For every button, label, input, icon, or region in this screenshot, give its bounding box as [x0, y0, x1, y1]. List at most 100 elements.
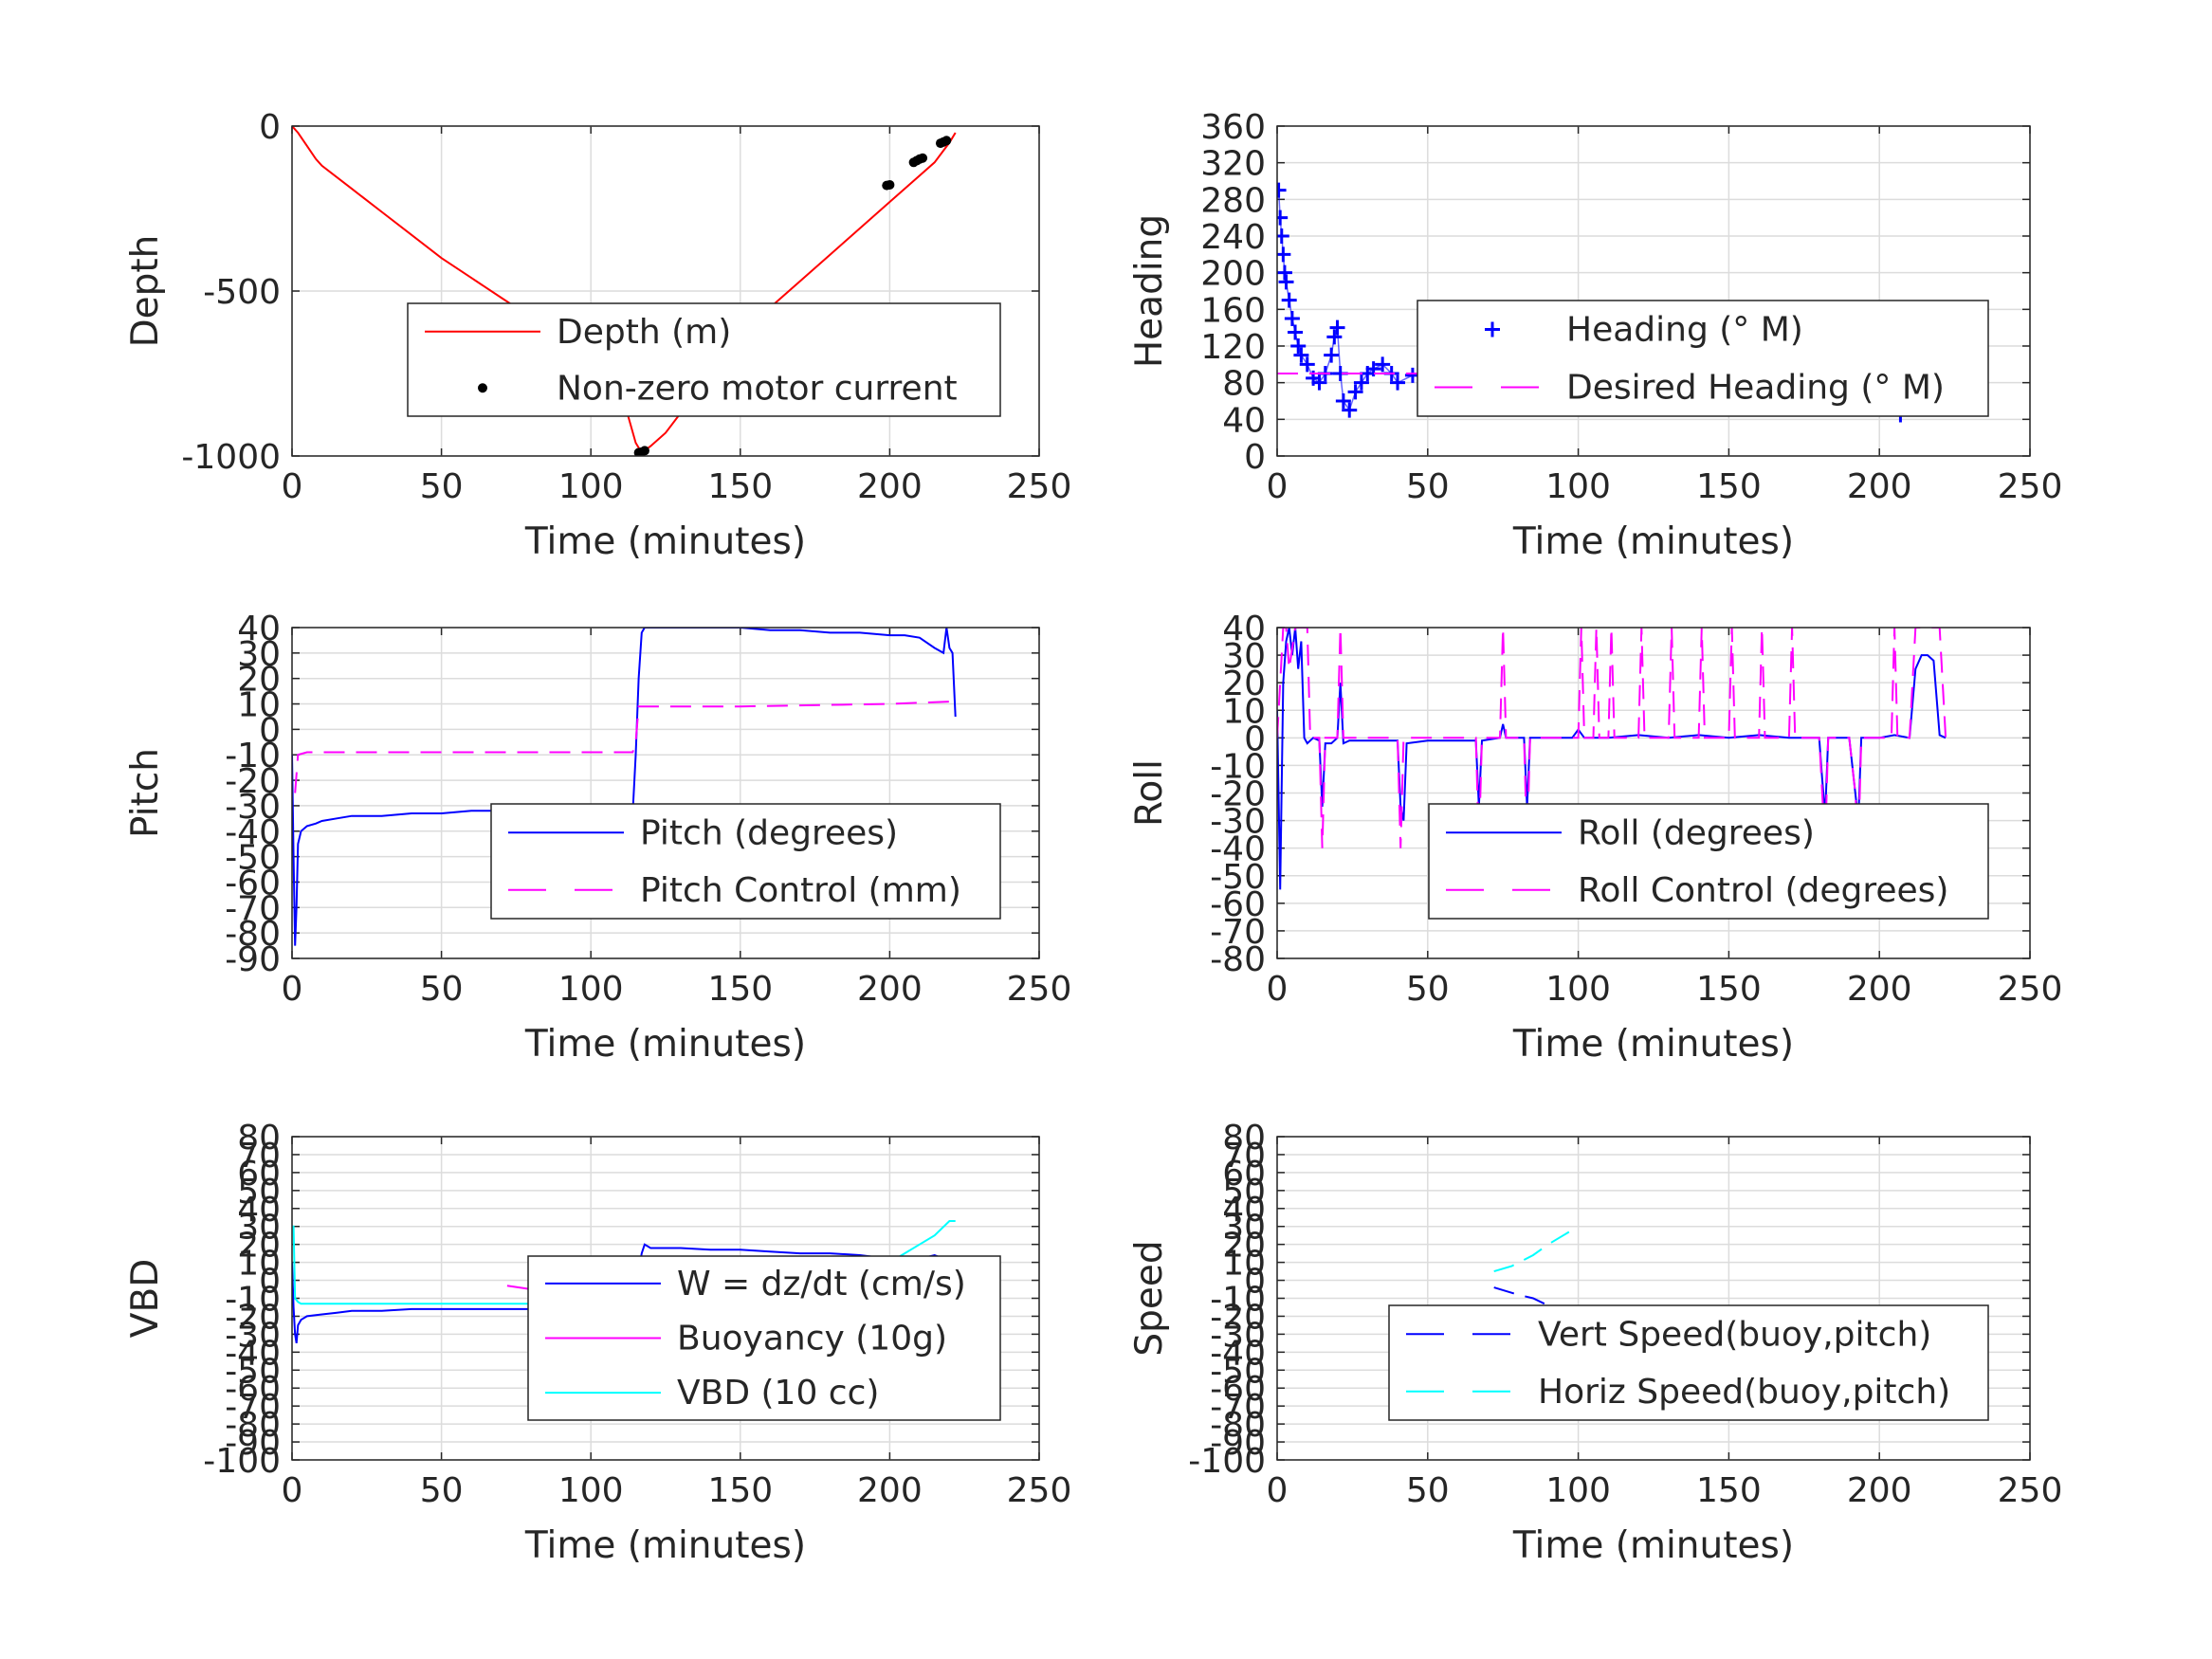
- y-tick-label: 20: [1222, 665, 1266, 703]
- x-axis-label: Time (minutes): [524, 1023, 806, 1066]
- y-tick-label: 60: [237, 1155, 281, 1194]
- x-tick-label: 250: [1007, 1471, 1072, 1510]
- data-point: [1326, 329, 1343, 345]
- y-tick-label: 10: [1222, 1245, 1266, 1284]
- data-point: [918, 153, 928, 163]
- axes-box: [291, 627, 1040, 959]
- y-tick-label: 200: [1200, 255, 1266, 294]
- y-tick-label: -20: [1210, 1298, 1266, 1337]
- y-tick-label: -70: [225, 889, 281, 928]
- y-tick-label: -500: [203, 273, 281, 312]
- x-tick-label: 150: [707, 1471, 773, 1510]
- y-tick-label: 0: [259, 711, 281, 750]
- y-tick-label: -50: [1210, 1352, 1266, 1391]
- subplot-3: 0 50 100 150 200 250-90-80-70-60-50-40-30-20-…: [124, 610, 1071, 1066]
- y-tick-label: -30: [1210, 803, 1266, 842]
- y-tick-label: 50: [237, 1173, 281, 1212]
- y-tick-label: -80: [1210, 1406, 1266, 1445]
- y-axis-label: Speed: [1128, 1240, 1171, 1356]
- y-tick-label: 40: [1222, 1191, 1266, 1230]
- y-tick-label: 0: [1244, 720, 1266, 758]
- x-tick-label: 150: [707, 970, 773, 1009]
- x-axis-label: Time (minutes): [524, 520, 806, 563]
- legend-label: Pitch Control (mm): [640, 871, 961, 910]
- legend: W = dz/dt (cm/s) Buoyancy (10g) VBD (10 cc…: [527, 1255, 1001, 1421]
- legend-box: [1417, 300, 1989, 417]
- x-tick-label: 0: [1267, 1471, 1289, 1510]
- y-tick-label: -30: [1210, 1316, 1266, 1355]
- data-point: [1365, 361, 1381, 377]
- series-line-2: [294, 700, 956, 793]
- axes-box: [291, 125, 1040, 457]
- data-point: [1277, 246, 1291, 263]
- y-tick-label: -40: [1210, 830, 1266, 869]
- series-line-1: [292, 628, 957, 946]
- series-line-1: [292, 126, 957, 454]
- x-tick-label: 100: [558, 467, 624, 506]
- legend: Depth (m) Non-zero motor current: [407, 302, 1001, 417]
- y-tick-label: -30: [225, 788, 281, 827]
- x-tick-label: 50: [1406, 1471, 1450, 1510]
- y-tick-label: 80: [237, 1119, 281, 1158]
- x-tick-label: 50: [420, 970, 464, 1009]
- y-tick-label: 60: [1222, 1155, 1266, 1194]
- legend-label: Non-zero motor current: [557, 369, 958, 408]
- x-tick-label: 250: [1007, 467, 1072, 506]
- data-point: [1324, 347, 1340, 363]
- legend-label: Desired Heading (° M): [1566, 369, 1945, 408]
- y-tick-label: -60: [1210, 1370, 1266, 1409]
- y-tick-label: 40: [237, 1191, 281, 1230]
- y-axis-label: VBD: [124, 1259, 167, 1338]
- y-tick-label: 70: [237, 1137, 281, 1176]
- y-tick-label: 360: [1200, 108, 1266, 147]
- y-tick-label: -10: [225, 737, 281, 775]
- y-tick-label: -40: [225, 813, 281, 852]
- subplot-6: 0 50 100 150 200 250-100-90-80-70-60-50-40-30…: [1128, 1119, 2062, 1567]
- y-tick-label: 30: [237, 1209, 281, 1248]
- legend-box: [1388, 1304, 1989, 1421]
- data-point: [1277, 210, 1289, 226]
- x-tick-label: 100: [558, 970, 624, 1009]
- data-point: [1281, 292, 1297, 308]
- x-axis-label: Time (minutes): [524, 1524, 806, 1567]
- y-tick-label: 280: [1200, 181, 1266, 220]
- legend-swatch: [1485, 321, 1500, 337]
- y-tick-label: -80: [1210, 940, 1266, 979]
- y-axis-label: Depth: [124, 235, 167, 348]
- x-tick-label: 200: [1847, 970, 1912, 1009]
- x-tick-label: 150: [1696, 1471, 1762, 1510]
- y-tick-label: 20: [237, 1227, 281, 1266]
- y-tick-label: -100: [1188, 1442, 1266, 1481]
- y-tick-label: -70: [225, 1388, 281, 1427]
- x-tick-label: 50: [1406, 467, 1450, 506]
- x-tick-label: 0: [282, 467, 303, 506]
- series-line-2: [1493, 1225, 1580, 1273]
- data-point: [1284, 311, 1300, 326]
- data-point: [1329, 319, 1345, 336]
- y-tick-label: 10: [237, 1245, 281, 1284]
- y-tick-label: -10: [1210, 747, 1266, 786]
- y-tick-label: 320: [1200, 145, 1266, 184]
- y-tick-label: -40: [1210, 1334, 1266, 1373]
- legend-label: Heading (° M): [1566, 311, 1803, 350]
- x-tick-label: 200: [857, 970, 923, 1009]
- data-area: [292, 126, 957, 456]
- legend-label: Buoyancy (10g): [677, 1320, 947, 1358]
- y-tick-label: 0: [1244, 1263, 1266, 1302]
- x-tick-label: 50: [420, 467, 464, 506]
- x-tick-label: 50: [420, 1471, 464, 1510]
- x-tick-label: 200: [1847, 1471, 1912, 1510]
- legend-box: [407, 302, 1001, 417]
- data-point: [1335, 393, 1351, 409]
- y-tick-label: -20: [225, 1298, 281, 1337]
- y-tick-label: 80: [1222, 1119, 1266, 1158]
- subplot-2: 0 50 100 150 200 2500408012016020024028032036…: [1128, 108, 2062, 563]
- x-tick-label: 250: [1998, 970, 2063, 1009]
- y-tick-label: 40: [237, 610, 281, 648]
- y-tick-label: -60: [225, 864, 281, 902]
- y-tick-label: -50: [225, 839, 281, 878]
- legend: Vert Speed(buoy,pitch) Horiz Speed(buoy,p…: [1388, 1304, 1989, 1421]
- y-tick-label: 240: [1200, 218, 1266, 257]
- y-tick-label: 20: [237, 661, 281, 700]
- legend-label: Roll (degrees): [1578, 813, 1815, 852]
